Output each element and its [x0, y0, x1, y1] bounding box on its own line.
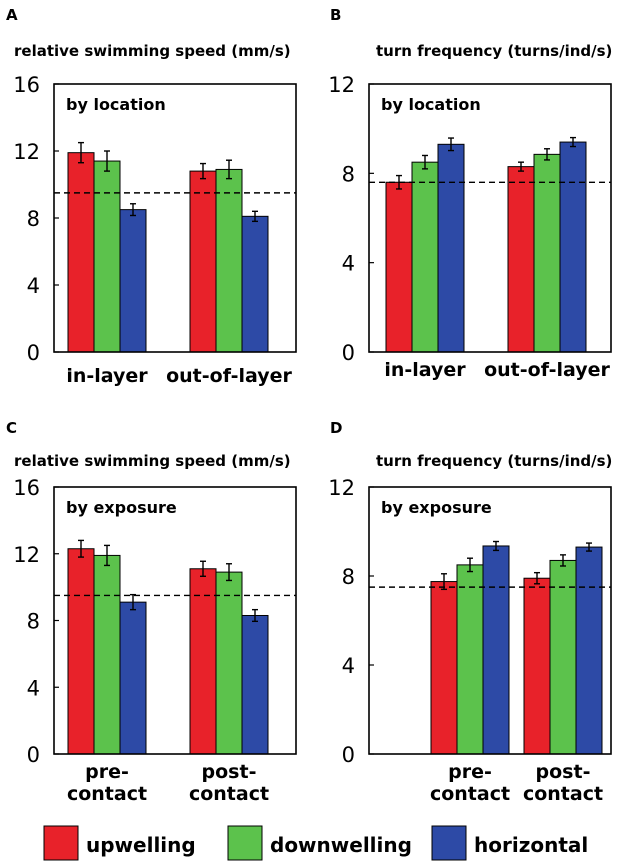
panel-d-bar-upwelling-2: [523, 577, 551, 755]
panel-b-ytick-4: 4: [342, 252, 355, 276]
legend-label-upwelling: upwelling: [86, 833, 196, 857]
panel-d-ytick-12: 12: [328, 476, 355, 500]
panel-d-plot-frame: [368, 486, 612, 755]
panel-a-bar-upwelling-2: [189, 170, 217, 353]
panel-c-y-title: relative swimming speed (mm/s): [14, 452, 291, 470]
panel-a-category-1-line-1: in-layer: [66, 365, 148, 387]
legend-label-horizontal: horizontal: [474, 833, 588, 857]
panel-b-bar-downwelling-1: [411, 161, 439, 353]
panel-b-ytick-8: 8: [342, 162, 355, 186]
panel-b-category-1-line-1: in-layer: [384, 359, 466, 381]
panel-d-bar-upwelling-1: [430, 581, 458, 755]
panel-d-bar-downwelling-2: [549, 559, 577, 755]
panel-a-ytick-12: 12: [13, 140, 40, 164]
panel-c-ytick-8: 8: [27, 610, 40, 634]
panel-d-category-2-line-2: contact: [523, 783, 603, 805]
panel-c-bar-horizontal-2: [241, 614, 269, 755]
panel-d-bar-downwelling-1: [456, 564, 484, 755]
panel-d-ytick-0: 0: [342, 743, 355, 767]
panel-d-ytick-8: 8: [342, 565, 355, 589]
panel-c-category-1-line-1: pre-: [85, 761, 129, 783]
panel-d-inset-label: by exposure: [381, 498, 492, 517]
panel-c-bar-horizontal-1: [119, 601, 147, 755]
panel-c-ytick-4: 4: [27, 676, 40, 700]
panel-b-ytick-0: 0: [342, 341, 355, 365]
panel-a-ytick-0: 0: [27, 341, 40, 365]
panel-c-ytick-12: 12: [13, 543, 40, 567]
panel-a-bar-horizontal-2: [241, 215, 269, 353]
panel-c-ytick-0: 0: [27, 743, 40, 767]
panel-a-bar-downwelling-2: [215, 168, 243, 353]
panel-c-bar-upwelling-2: [189, 568, 217, 755]
panel-c-letter: C: [6, 419, 17, 437]
panel-a-ytick-16: 16: [13, 73, 40, 97]
panel-c-bar-downwelling-1: [93, 554, 121, 755]
legend-swatch-downwelling: [227, 825, 263, 861]
panel-c-category-1-line-2: contact: [67, 783, 147, 805]
panel-b-category-2-line-1: out-of-layer: [484, 359, 610, 381]
panel-d-letter: D: [330, 419, 342, 437]
panel-b-plot-frame: [368, 83, 612, 353]
panel-a-bar-downwelling-1: [93, 160, 121, 353]
panel-a-category-2-line-1: out-of-layer: [166, 365, 292, 387]
panel-c-bar-downwelling-2: [215, 571, 243, 755]
panel-d-bar-horizontal-1: [482, 545, 510, 755]
panel-c-ytick-16: 16: [13, 476, 40, 500]
panel-a-bar-horizontal-1: [119, 209, 147, 353]
panel-a-bar-upwelling-1: [67, 152, 95, 353]
panel-b-bar-downwelling-2: [533, 153, 561, 353]
panel-b-bar-upwelling-1: [385, 181, 413, 353]
panel-d-bar-horizontal-2: [575, 546, 603, 755]
legend-label-downwelling: downwelling: [270, 833, 412, 857]
panel-a-letter: A: [6, 6, 18, 24]
panel-d-category-1-line-1: pre-: [448, 761, 492, 783]
panel-c-category-2-line-1: post-: [202, 761, 257, 783]
panel-b-inset-label: by location: [381, 95, 481, 114]
panel-c-bar-upwelling-1: [67, 548, 95, 755]
panel-a-inset-label: by location: [66, 95, 166, 114]
legend-swatch-upwelling: [43, 825, 79, 861]
panel-a-ytick-4: 4: [27, 274, 40, 298]
panel-c-category-2-line-2: contact: [189, 783, 269, 805]
panel-d-y-title: turn frequency (turns/ind/s): [376, 452, 612, 470]
panel-b-ytick-12: 12: [328, 73, 355, 97]
panel-b-bar-horizontal-1: [437, 143, 465, 353]
panel-a-ytick-8: 8: [27, 207, 40, 231]
panel-a-y-title: relative swimming speed (mm/s): [14, 42, 291, 60]
panel-d-category-1-line-2: contact: [430, 783, 510, 805]
panel-b-bar-upwelling-2: [507, 166, 535, 353]
panel-d-ytick-4: 4: [342, 654, 355, 678]
panel-c-inset-label: by exposure: [66, 498, 177, 517]
panel-b-letter: B: [330, 6, 341, 24]
panel-b-bar-horizontal-2: [559, 141, 587, 353]
panel-b-y-title: turn frequency (turns/ind/s): [376, 42, 612, 60]
panel-d-category-2-line-1: post-: [536, 761, 591, 783]
legend-swatch-horizontal: [431, 825, 467, 861]
